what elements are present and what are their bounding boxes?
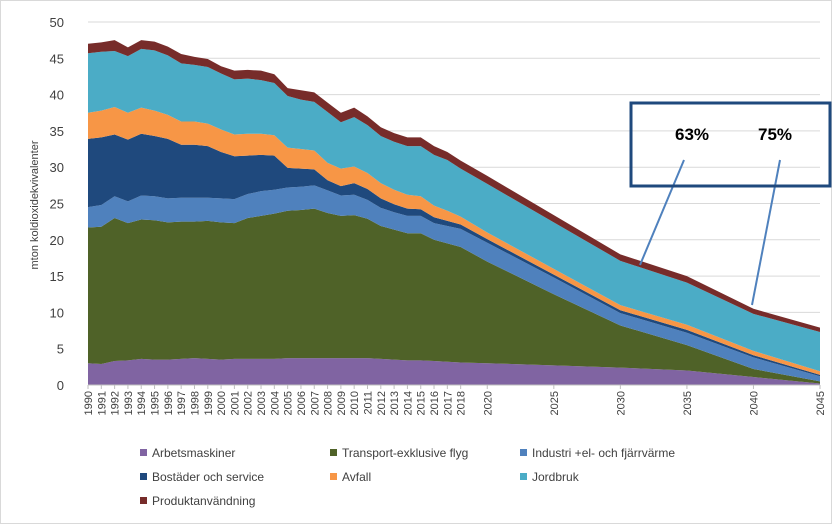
x-tick-label: 1995 bbox=[150, 391, 162, 415]
x-tick-label: 1992 bbox=[110, 391, 122, 415]
x-tick-label: 2030 bbox=[615, 391, 627, 415]
x-tick-label: 2040 bbox=[748, 391, 760, 415]
area bbox=[88, 185, 820, 382]
x-tick-label: 2014 bbox=[402, 391, 414, 415]
y-tick-label: 5 bbox=[57, 342, 64, 357]
y-tick-label: 30 bbox=[50, 160, 64, 175]
x-tick-label: 2018 bbox=[456, 391, 468, 415]
x-tick-label: 2006 bbox=[296, 391, 308, 415]
x-tick-label: 2000 bbox=[216, 391, 228, 415]
x-tick-label: 2015 bbox=[416, 391, 428, 415]
legend-label: Avfall bbox=[342, 470, 371, 484]
y-tick-label: 35 bbox=[50, 124, 64, 139]
annotation: 75% bbox=[758, 125, 792, 144]
area bbox=[88, 208, 820, 384]
y-tick-label: 0 bbox=[57, 378, 64, 393]
x-tick-label: 2010 bbox=[349, 391, 361, 415]
x-tick-label: 2025 bbox=[549, 391, 561, 415]
x-tick-label: 2009 bbox=[336, 391, 348, 415]
y-tick-label: 40 bbox=[50, 88, 64, 103]
legend-label: Jordbruk bbox=[532, 470, 580, 484]
area bbox=[88, 48, 820, 372]
legend-swatch bbox=[140, 497, 147, 504]
legend-label: Arbetsmaskiner bbox=[152, 446, 235, 460]
y-axis-label: mton koldioxidekvivalenter bbox=[29, 140, 41, 269]
legend-label: Bostäder och service bbox=[152, 470, 264, 484]
y-tick-label: 50 bbox=[50, 15, 64, 30]
y-tick-label: 45 bbox=[50, 51, 64, 66]
areas bbox=[88, 40, 820, 385]
x-tick-label: 2020 bbox=[482, 391, 494, 415]
annotation-pointer bbox=[751, 159, 781, 306]
y-tick-label: 15 bbox=[50, 269, 64, 284]
x-tick-label: 1994 bbox=[136, 391, 148, 415]
x-tick-label: 2012 bbox=[376, 391, 388, 415]
x-tick-label: 2045 bbox=[815, 391, 827, 415]
x-tick-label: 2008 bbox=[323, 391, 335, 415]
x-tick-label: 1999 bbox=[203, 391, 215, 415]
x-tick-label: 2035 bbox=[682, 391, 694, 415]
y-tick-label: 10 bbox=[50, 305, 64, 320]
annotation-box bbox=[629, 101, 832, 188]
area bbox=[88, 358, 820, 385]
legend-swatch bbox=[330, 449, 337, 456]
x-tick-label: 1991 bbox=[96, 391, 108, 415]
legend-swatch bbox=[140, 473, 147, 480]
x-tick-label: 1990 bbox=[83, 391, 95, 415]
y-tick-label: 25 bbox=[50, 197, 64, 212]
x-tick-label: 2007 bbox=[309, 391, 321, 415]
x-tick-label: 2001 bbox=[229, 391, 241, 415]
x-tick-label: 2013 bbox=[389, 391, 401, 415]
legend-swatch bbox=[140, 449, 147, 456]
y-tick-label: 20 bbox=[50, 233, 64, 248]
legend-swatch bbox=[330, 473, 337, 480]
legend-label: Transport-exklusive flyg bbox=[342, 446, 468, 460]
x-tick-label: 2016 bbox=[429, 391, 441, 415]
annotation: 63% bbox=[675, 125, 709, 144]
legend-label: Produktanvändning bbox=[152, 494, 255, 508]
x-tick-label: 1997 bbox=[176, 391, 188, 415]
x-tick-label: 2002 bbox=[243, 391, 255, 415]
x-tick-label: 1996 bbox=[163, 391, 175, 415]
annotation-pointer bbox=[639, 159, 685, 266]
legend-label: Industri +el- och fjärrvärme bbox=[532, 446, 675, 460]
area bbox=[88, 133, 820, 377]
area bbox=[88, 106, 820, 375]
legend: Arbetsmaskiner Transport-exklusive flyg In… bbox=[140, 446, 675, 508]
legend-swatch bbox=[520, 473, 527, 480]
x-tick-label: 1993 bbox=[123, 391, 135, 415]
x-tick-label: 2011 bbox=[362, 391, 374, 415]
x-tick-label: 2004 bbox=[269, 391, 281, 415]
x-tick-label: 2005 bbox=[283, 391, 295, 415]
x-tick-label: 2017 bbox=[442, 391, 454, 415]
legend-swatch bbox=[520, 449, 527, 456]
x-tick-label: 1998 bbox=[189, 391, 201, 415]
x-tick-label: 2003 bbox=[256, 391, 268, 415]
